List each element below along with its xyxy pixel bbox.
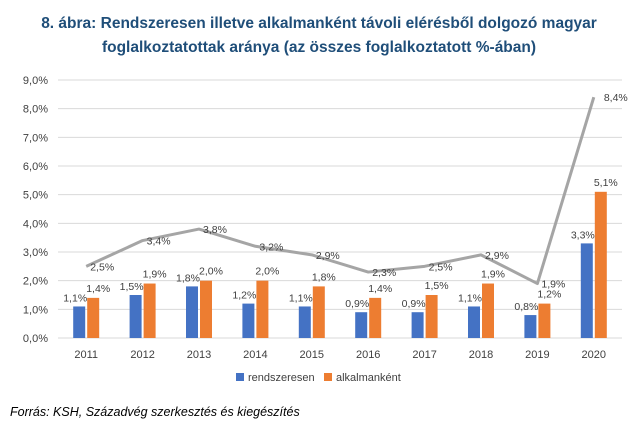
- data-label-osszesen: 2,5%: [429, 261, 453, 273]
- bar-alkalmankent: [200, 280, 212, 338]
- bar-alkalmankent: [538, 303, 551, 338]
- data-label-alkalmankent: 1,9%: [143, 269, 167, 281]
- x-tick-label: 2016: [356, 349, 380, 361]
- data-label-rendszeresen: 1,5%: [120, 281, 144, 293]
- y-tick-label: 3,0%: [23, 247, 48, 259]
- data-label-osszesen: 8,4%: [604, 92, 628, 104]
- x-tick-label: 2011: [74, 349, 98, 361]
- title-line-1: 8. ábra: Rendszeresen illetve alkalmanké…: [41, 15, 597, 32]
- data-label-osszesen: 2,9%: [316, 250, 340, 262]
- data-label-osszesen: 3,2%: [259, 241, 283, 253]
- bar-rendszeresen: [580, 243, 593, 338]
- bar-rendszeresen: [411, 312, 424, 338]
- data-label-alkalmankent: 1,4%: [368, 283, 392, 295]
- y-tick-label: 2,0%: [23, 276, 48, 288]
- title-line-2: foglalkoztatottak aránya (az összes fogl…: [101, 39, 537, 56]
- data-label-rendszeresen: 1,1%: [63, 292, 87, 304]
- x-tick-label: 2013: [187, 349, 211, 361]
- data-label-alkalmankent: 2,0%: [255, 266, 279, 278]
- data-label-rendszeresen: 0,9%: [402, 298, 426, 310]
- legend-label-rendszeresen: rendszeresen: [248, 372, 315, 384]
- y-tick-label: 4,0%: [23, 218, 48, 230]
- data-label-rendszeresen: 0,9%: [345, 298, 369, 310]
- x-tick-label: 2012: [130, 349, 154, 361]
- data-label-rendszeresen: 3,3%: [571, 229, 595, 241]
- bar-rendszeresen: [242, 303, 255, 338]
- x-tick-label: 2018: [469, 349, 493, 361]
- chart-title: 8. ábra: Rendszeresen illetve alkalmanké…: [0, 12, 638, 60]
- bar-alkalmankent: [369, 297, 382, 338]
- bar-rendszeresen: [468, 306, 480, 338]
- bar-rendszeresen: [186, 286, 198, 338]
- y-tick-label: 5,0%: [23, 190, 48, 202]
- y-tick-label: 0,0%: [23, 333, 48, 345]
- x-tick-label: 2020: [582, 349, 606, 361]
- bar-alkalmankent: [594, 191, 607, 338]
- source-note: Forrás: KSH, Századvég szerkesztés és ki…: [10, 405, 300, 419]
- data-label-alkalmankent: 1,9%: [481, 269, 505, 281]
- data-label-alkalmankent: 2,0%: [199, 266, 223, 278]
- data-label-osszesen: 3,4%: [147, 236, 171, 248]
- data-label-rendszeresen: 1,2%: [232, 290, 256, 302]
- data-label-rendszeresen: 0,8%: [514, 301, 538, 313]
- x-tick-label: 2015: [300, 349, 324, 361]
- bar-rendszeresen: [524, 315, 537, 338]
- data-label-alkalmankent: 1,5%: [425, 280, 449, 292]
- data-label-alkalmankent: 5,1%: [594, 177, 618, 189]
- data-label-rendszeresen: 1,1%: [289, 292, 313, 304]
- bar-alkalmankent: [87, 297, 100, 338]
- bar-rendszeresen: [129, 295, 142, 338]
- bar-rendszeresen: [298, 306, 311, 338]
- y-tick-label: 9,0%: [23, 75, 48, 87]
- bar-rendszeresen: [355, 312, 368, 338]
- x-tick-label: 2019: [525, 349, 549, 361]
- bar-rendszeresen: [73, 306, 86, 338]
- data-label-osszesen: 1,9%: [541, 279, 565, 291]
- x-tick-label: 2017: [412, 349, 436, 361]
- y-tick-label: 1,0%: [23, 304, 48, 316]
- y-tick-label: 6,0%: [23, 161, 48, 173]
- data-label-osszesen: 3,8%: [203, 224, 227, 236]
- data-label-osszesen: 2,9%: [485, 250, 509, 262]
- data-label-alkalmankent: 1,8%: [312, 271, 336, 283]
- data-label-alkalmankent: 1,4%: [86, 283, 110, 295]
- data-label-alkalmankent: 1,2%: [537, 289, 561, 301]
- bar-alkalmankent: [312, 286, 325, 338]
- x-tick-label: 2014: [243, 349, 267, 361]
- legend-label-alkalmankent: alkalmanként: [336, 372, 401, 384]
- data-label-rendszeresen: 1,1%: [458, 292, 482, 304]
- bar-alkalmankent: [143, 283, 156, 338]
- bar-alkalmankent: [482, 283, 494, 338]
- y-tick-label: 7,0%: [23, 132, 48, 144]
- line-osszesen: [85, 96, 596, 286]
- data-label-rendszeresen: 1,8%: [176, 272, 200, 284]
- bar-alkalmankent: [425, 295, 438, 338]
- legend-swatch-rendszeresen: [236, 373, 244, 381]
- legend-swatch-alkalmankent: [324, 373, 332, 381]
- data-label-osszesen: 2,5%: [90, 261, 114, 273]
- data-label-osszesen: 2,3%: [372, 267, 396, 279]
- y-tick-label: 8,0%: [23, 104, 48, 116]
- bar-alkalmankent: [256, 280, 269, 338]
